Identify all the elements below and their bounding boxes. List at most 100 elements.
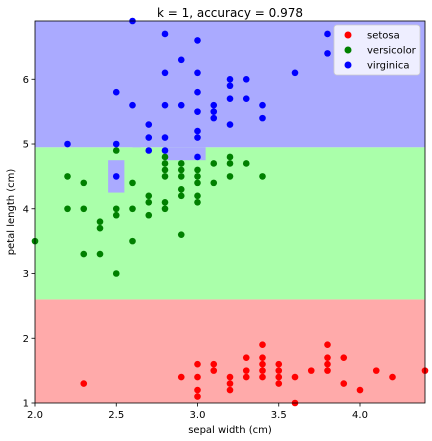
point-virginica-11 bbox=[162, 102, 169, 109]
point-versicolor-27 bbox=[178, 186, 185, 193]
point-versicolor-23 bbox=[162, 160, 169, 167]
point-virginica-25 bbox=[210, 102, 217, 109]
point-versicolor-30 bbox=[178, 160, 185, 167]
point-setosa-5 bbox=[194, 361, 201, 368]
point-setosa-20 bbox=[275, 374, 282, 381]
y-tick-label-2: 3 bbox=[23, 269, 29, 280]
x-tick-label-1: 2.5 bbox=[108, 410, 124, 421]
y-tick-label-1: 2 bbox=[23, 334, 29, 345]
point-virginica-34 bbox=[292, 69, 299, 76]
point-versicolor-8 bbox=[97, 218, 104, 225]
point-versicolor-16 bbox=[145, 212, 152, 219]
point-virginica-14 bbox=[178, 102, 185, 109]
point-setosa-23 bbox=[292, 374, 299, 381]
point-versicolor-29 bbox=[178, 167, 185, 174]
x-tick-label-3: 3.5 bbox=[271, 410, 287, 421]
point-setosa-0 bbox=[80, 380, 87, 387]
point-versicolor-13 bbox=[129, 238, 136, 245]
point-versicolor-17 bbox=[145, 199, 152, 206]
point-versicolor-5 bbox=[80, 180, 87, 187]
point-virginica-33 bbox=[259, 102, 266, 109]
legend: setosa versicolor virginica bbox=[334, 25, 420, 75]
point-versicolor-34 bbox=[194, 173, 201, 180]
point-virginica-29 bbox=[227, 76, 234, 83]
point-setosa-34 bbox=[389, 374, 396, 381]
point-virginica-12 bbox=[162, 69, 169, 76]
x-tick-label-0: 2.0 bbox=[27, 410, 43, 421]
point-virginica-28 bbox=[227, 82, 234, 89]
point-virginica-16 bbox=[194, 154, 201, 161]
x-axis-ticks: 2.0 2.5 3.0 3.5 4.0 bbox=[27, 403, 368, 421]
point-versicolor-35 bbox=[194, 167, 201, 174]
point-versicolor-6 bbox=[97, 251, 104, 258]
point-setosa-33 bbox=[373, 367, 380, 374]
point-versicolor-33 bbox=[194, 180, 201, 187]
point-versicolor-41 bbox=[243, 160, 250, 167]
point-versicolor-18 bbox=[145, 193, 152, 200]
point-versicolor-39 bbox=[227, 160, 234, 167]
region-versicolor-0 bbox=[35, 147, 425, 299]
point-versicolor-25 bbox=[178, 231, 185, 238]
point-virginica-36 bbox=[324, 31, 331, 38]
y-axis-label: petal length (cm) bbox=[6, 169, 17, 256]
point-versicolor-32 bbox=[194, 193, 201, 200]
point-setosa-25 bbox=[308, 367, 315, 374]
point-virginica-35 bbox=[324, 50, 331, 57]
point-virginica-15 bbox=[178, 57, 185, 64]
point-setosa-9 bbox=[227, 380, 234, 387]
point-virginica-13 bbox=[162, 31, 169, 38]
point-versicolor-31 bbox=[194, 199, 201, 206]
point-virginica-4 bbox=[129, 102, 136, 109]
y-tick-label-3: 4 bbox=[23, 204, 29, 215]
point-versicolor-36 bbox=[210, 180, 217, 187]
point-setosa-30 bbox=[340, 380, 347, 387]
point-virginica-6 bbox=[145, 147, 152, 154]
point-versicolor-21 bbox=[162, 173, 169, 180]
point-versicolor-2 bbox=[64, 173, 71, 180]
point-virginica-3 bbox=[113, 89, 120, 96]
point-setosa-6 bbox=[210, 367, 217, 374]
point-versicolor-24 bbox=[162, 154, 169, 161]
point-virginica-10 bbox=[162, 134, 169, 141]
x-axis-label: sepal width (cm) bbox=[188, 425, 272, 436]
point-virginica-26 bbox=[227, 121, 234, 128]
point-setosa-11 bbox=[243, 374, 250, 381]
point-setosa-3 bbox=[194, 387, 201, 394]
point-versicolor-11 bbox=[113, 205, 120, 212]
region-virginica-2 bbox=[133, 141, 141, 147]
point-versicolor-19 bbox=[162, 205, 169, 212]
point-versicolor-12 bbox=[113, 147, 120, 154]
point-virginica-24 bbox=[210, 108, 217, 115]
point-virginica-9 bbox=[162, 147, 169, 154]
point-versicolor-14 bbox=[129, 205, 136, 212]
point-versicolor-26 bbox=[178, 193, 185, 200]
point-setosa-4 bbox=[194, 374, 201, 381]
point-versicolor-3 bbox=[80, 251, 87, 258]
point-virginica-2 bbox=[113, 141, 120, 148]
y-tick-label-4: 5 bbox=[23, 140, 29, 151]
x-tick-label-4: 4.0 bbox=[352, 410, 368, 421]
point-versicolor-7 bbox=[97, 225, 104, 232]
point-virginica-27 bbox=[227, 95, 234, 102]
point-setosa-2 bbox=[194, 393, 201, 400]
point-setosa-21 bbox=[275, 367, 282, 374]
point-setosa-12 bbox=[243, 367, 250, 374]
legend-label-setosa: setosa bbox=[367, 31, 400, 42]
point-setosa-28 bbox=[324, 354, 331, 361]
point-setosa-14 bbox=[259, 374, 266, 381]
point-virginica-17 bbox=[194, 134, 201, 141]
point-setosa-31 bbox=[340, 354, 347, 361]
point-virginica-23 bbox=[210, 115, 217, 122]
point-versicolor-38 bbox=[227, 173, 234, 180]
point-virginica-20 bbox=[194, 89, 201, 96]
point-virginica-1 bbox=[113, 173, 120, 180]
point-virginica-7 bbox=[145, 134, 152, 141]
x-tick-label-2: 3.0 bbox=[190, 410, 206, 421]
point-setosa-10 bbox=[227, 374, 234, 381]
point-setosa-29 bbox=[324, 341, 331, 348]
point-virginica-21 bbox=[194, 69, 201, 76]
point-virginica-8 bbox=[145, 121, 152, 128]
legend-marker-setosa bbox=[345, 32, 352, 39]
point-versicolor-20 bbox=[162, 199, 169, 206]
